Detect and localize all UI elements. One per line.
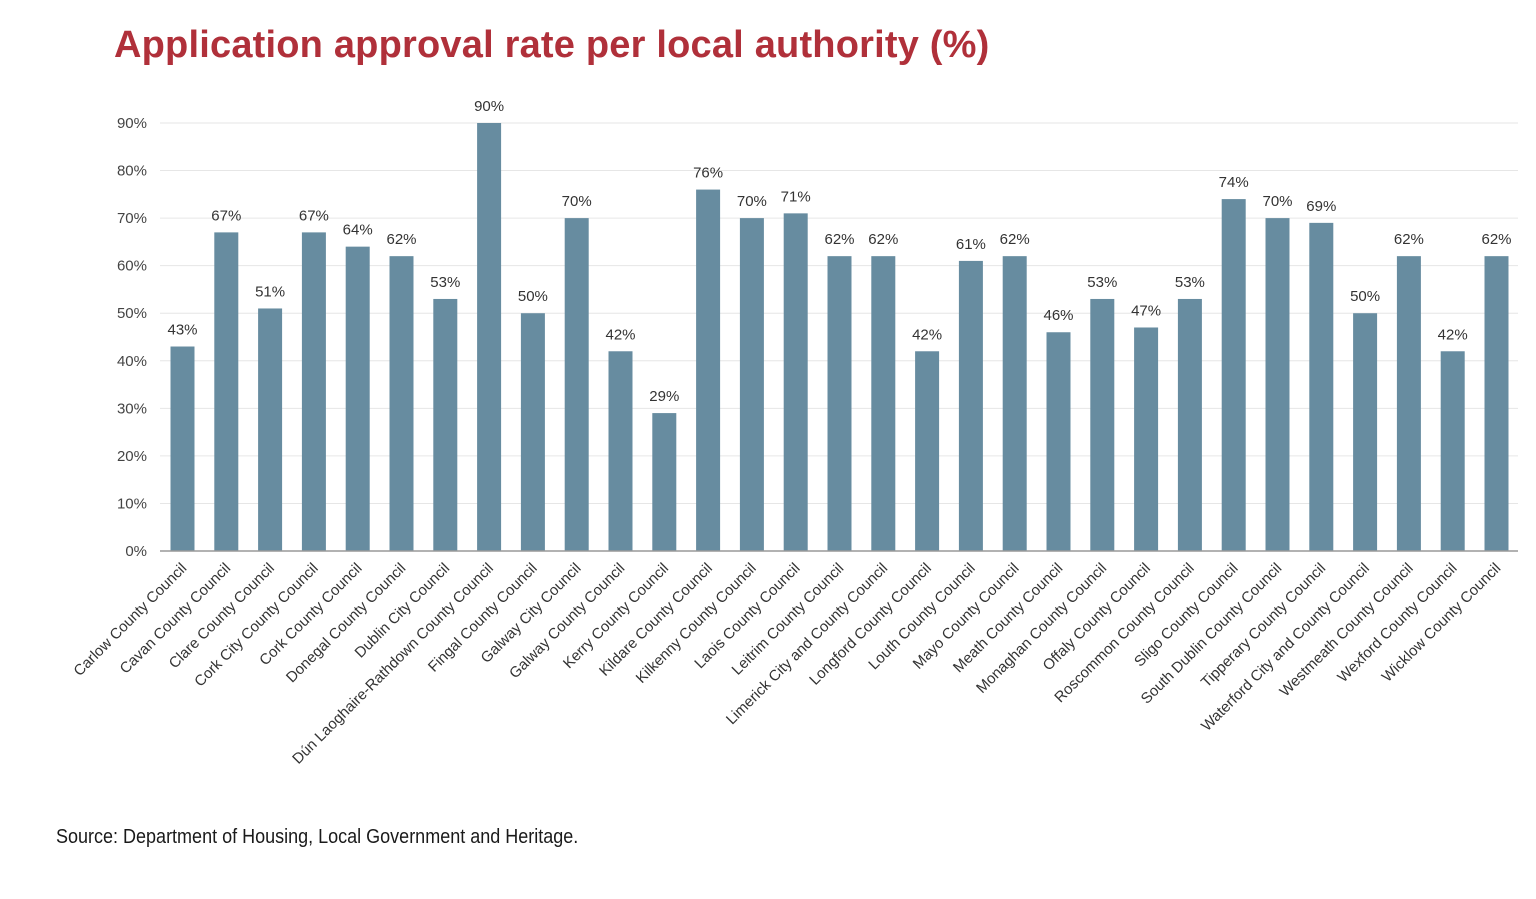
value-label: 43%	[167, 322, 197, 339]
bar	[389, 256, 414, 551]
category-label: Dún Laoghaire-Rathdown County Council	[289, 560, 497, 768]
y-tick-label: 10%	[117, 495, 147, 512]
value-label: 53%	[430, 274, 460, 291]
bar	[564, 218, 589, 551]
value-label: 76%	[693, 165, 723, 182]
y-tick-label: 40%	[117, 353, 147, 370]
value-label: 62%	[386, 231, 416, 248]
value-label: 50%	[518, 288, 548, 305]
y-tick-label: 70%	[117, 210, 147, 227]
y-tick-label: 20%	[117, 448, 147, 465]
y-tick-label: 60%	[117, 258, 147, 275]
bar	[520, 313, 545, 551]
value-label: 70%	[1262, 193, 1292, 210]
value-label: 47%	[1131, 302, 1161, 319]
value-label: 62%	[1000, 231, 1030, 248]
value-label: 62%	[868, 231, 898, 248]
value-label: 46%	[1043, 307, 1073, 324]
bar	[1046, 332, 1071, 551]
y-axis-ticks: 0% 10% 20% 30% 40% 50% 60% 70% 80% 90%	[117, 115, 147, 560]
bar	[827, 256, 852, 551]
value-label: 71%	[781, 188, 811, 205]
y-tick-label: 50%	[117, 305, 147, 322]
bar	[652, 413, 677, 551]
bar	[1353, 313, 1378, 551]
bar	[1134, 327, 1159, 551]
bar	[170, 346, 195, 551]
category-label: Limerick City and County Council	[723, 560, 891, 728]
value-label: 64%	[343, 222, 373, 239]
bar-chart: 0% 10% 20% 30% 40% 50% 60% 70% 80% 90% 43% 67% 51% 6…	[70, 98, 1518, 768]
bar	[1265, 218, 1290, 551]
bar	[783, 213, 808, 551]
bar	[1221, 199, 1246, 552]
value-label: 67%	[299, 207, 329, 224]
bar	[871, 256, 896, 551]
bar	[915, 351, 940, 551]
y-tick-label: 0%	[125, 543, 147, 560]
value-label: 29%	[649, 388, 679, 405]
value-label: 53%	[1175, 274, 1205, 291]
bar	[301, 232, 326, 551]
value-label: 70%	[562, 193, 592, 210]
bar	[696, 189, 721, 552]
value-label: 50%	[1350, 288, 1380, 305]
bar	[345, 246, 370, 551]
value-label: 69%	[1306, 198, 1336, 215]
value-label: 70%	[737, 193, 767, 210]
value-label: 42%	[1438, 326, 1468, 343]
bar	[1396, 256, 1421, 551]
value-label: 62%	[824, 231, 854, 248]
bar	[1440, 351, 1465, 551]
value-label: 61%	[956, 236, 986, 253]
bar	[739, 218, 764, 551]
value-label: 67%	[211, 207, 241, 224]
value-label: 51%	[255, 283, 285, 300]
bar	[608, 351, 633, 551]
value-label: 62%	[1394, 231, 1424, 248]
bar	[958, 260, 983, 551]
y-tick-label: 90%	[117, 115, 147, 132]
source-note: Source: Department of Housing, Local Gov…	[56, 826, 579, 848]
y-tick-label: 30%	[117, 400, 147, 417]
bar	[433, 298, 458, 551]
bar	[214, 232, 239, 551]
bar	[1484, 256, 1509, 551]
value-labels: 43% 67% 51% 67% 64% 62% 53% 90% 50% 70% 42% 29% 76% 7…	[167, 98, 1511, 405]
value-label: 62%	[1481, 231, 1511, 248]
value-label: 90%	[474, 98, 504, 115]
value-label: 42%	[912, 326, 942, 343]
bars	[170, 123, 1509, 552]
value-label: 53%	[1087, 274, 1117, 291]
bar	[1177, 298, 1202, 551]
bar	[1090, 298, 1115, 551]
value-label: 42%	[605, 326, 635, 343]
value-label: 74%	[1219, 174, 1249, 191]
bar	[258, 308, 283, 551]
chart-title: Application approval rate per local auth…	[114, 24, 990, 66]
bar	[1309, 222, 1334, 551]
y-tick-label: 80%	[117, 163, 147, 180]
bar	[477, 123, 502, 551]
bar	[1002, 256, 1027, 551]
